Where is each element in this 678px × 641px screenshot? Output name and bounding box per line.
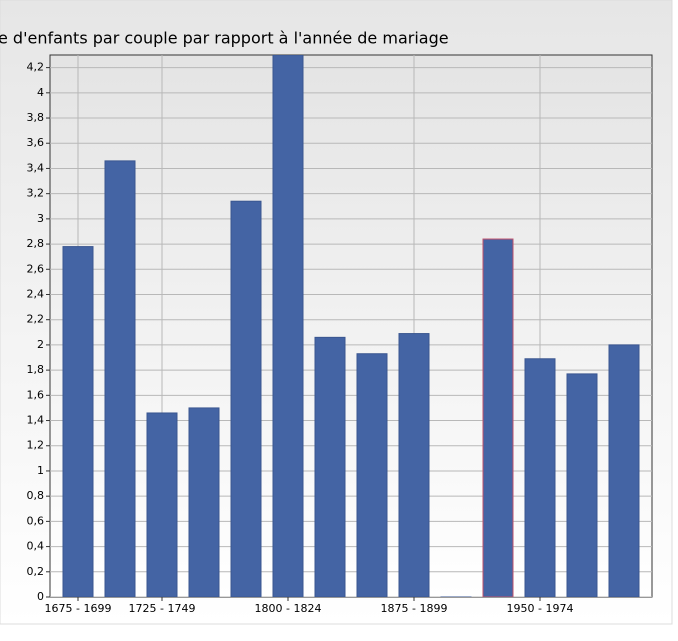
y-tick-label: 3	[37, 212, 44, 225]
y-tick-label: 1,8	[27, 363, 45, 376]
bar	[272, 55, 304, 597]
y-tick-label: 2,2	[27, 313, 45, 326]
bar	[524, 358, 556, 597]
chart-title: e d'enfants par couple par rapport à l'a…	[0, 29, 449, 48]
bar	[398, 333, 430, 597]
y-tick-label: 1	[37, 464, 44, 477]
x-tick-label: 1875 - 1899	[381, 602, 448, 615]
bar	[62, 246, 94, 597]
y-tick-label: 1,6	[27, 388, 45, 401]
bar	[566, 373, 598, 597]
y-tick-label: 2,8	[27, 237, 45, 250]
y-tick-label: 1,4	[27, 414, 45, 427]
bar	[146, 412, 178, 597]
bar	[314, 336, 346, 597]
bar	[104, 160, 136, 597]
x-tick-label: 1950 - 1974	[507, 602, 574, 615]
y-tick-label: 0,8	[27, 489, 45, 502]
y-tick-label: 0,2	[27, 565, 45, 578]
bar	[356, 353, 388, 597]
y-tick-label: 2,4	[27, 287, 45, 300]
y-tick-label: 3,6	[27, 136, 45, 149]
plot-area	[49, 54, 653, 598]
y-tick-label: 3,2	[27, 187, 45, 200]
bar	[482, 238, 514, 597]
y-tick-label: 0	[37, 590, 44, 603]
x-tick-label: 1675 - 1699	[45, 602, 112, 615]
y-tick-label: 2	[37, 338, 44, 351]
bar	[188, 407, 220, 597]
bar	[608, 344, 640, 597]
y-tick-label: 2,6	[27, 262, 45, 275]
y-tick-label: 1,2	[27, 439, 45, 452]
bar	[230, 200, 262, 597]
y-tick-label: 3,4	[27, 161, 45, 174]
y-tick-label: 3,8	[27, 111, 45, 124]
x-tick-label: 1725 - 1749	[129, 602, 196, 615]
y-tick-label: 4,2	[27, 61, 45, 74]
y-tick-label: 0,6	[27, 514, 45, 527]
y-tick-label: 0,4	[27, 540, 45, 553]
y-tick-label: 4	[37, 86, 44, 99]
x-tick-label: 1800 - 1824	[255, 602, 322, 615]
